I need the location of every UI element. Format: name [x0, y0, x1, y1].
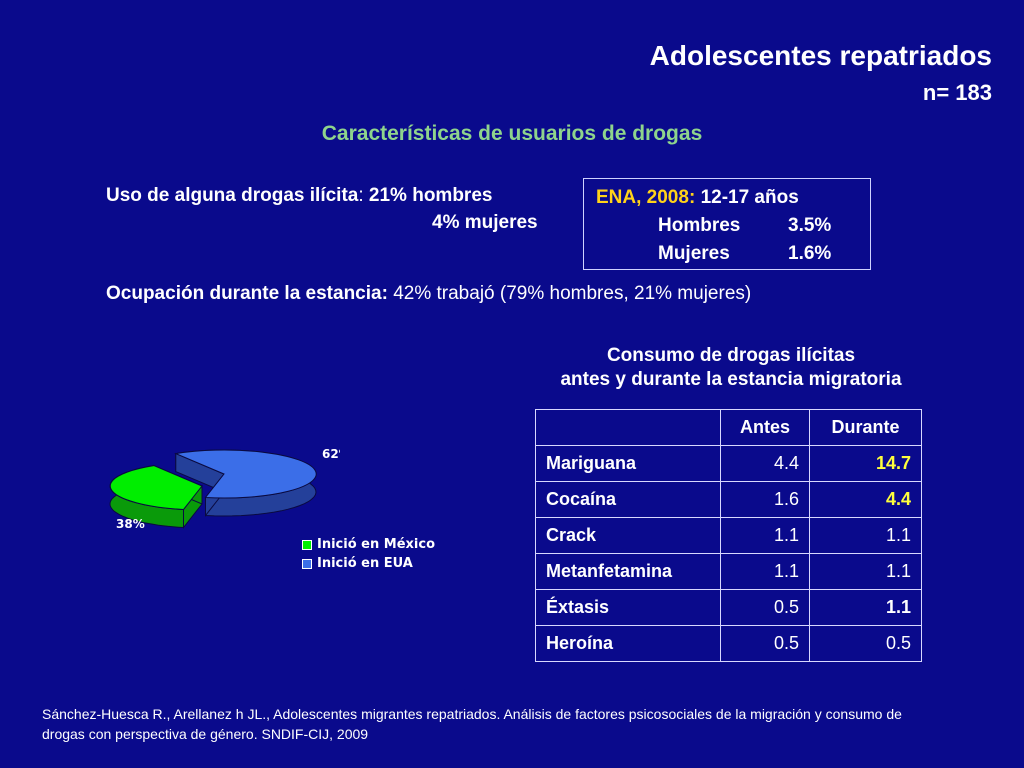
ena-women-label: Mujeres [658, 243, 730, 264]
value-durante: 0.5 [809, 625, 922, 662]
value-durante: 1.1 [809, 553, 922, 590]
citation-line2: drogas con perspectiva de género. SNDIF-… [42, 726, 369, 742]
value-antes: 4.4 [720, 445, 810, 482]
value-antes: 0.5 [720, 589, 810, 626]
drug-use-men: 21% hombres [368, 185, 493, 206]
header-cell-durante: Durante [809, 409, 922, 446]
ena-women-value: 1.6% [788, 243, 832, 264]
drug-use-women: 4% mujeres [432, 212, 538, 233]
value-antes: 1.1 [720, 553, 810, 590]
drug-name: Cocaína [535, 481, 721, 518]
citation-line1: Sánchez-Huesca R., Arellanez h JL., Adol… [42, 706, 902, 722]
table-row: Éxtasis 0.5 1.1 [535, 589, 922, 626]
table-title: Consumo de drogas ilícitas antes y duran… [500, 344, 962, 392]
occupation-label: Ocupación durante la estancia: [106, 283, 388, 304]
ena-men-value: 3.5% [788, 215, 832, 236]
ena-label: ENA, 2008: [596, 187, 696, 208]
table-row: Crack 1.1 1.1 [535, 517, 922, 554]
table-header-row: Antes Durante [535, 409, 922, 446]
value-antes: 1.6 [720, 481, 810, 518]
value-antes: 1.1 [720, 517, 810, 554]
table-title-line2: antes y durante la estancia migratoria [560, 369, 902, 390]
header-cell-antes: Antes [720, 409, 810, 446]
ena-men-label: Hombres [658, 215, 741, 236]
header-cell-empty [535, 409, 721, 446]
occupation-value: 42% trabajó (79% hombres, 21% mujeres) [393, 283, 752, 304]
table-row: Cocaína 1.6 4.4 [535, 481, 922, 518]
citation: Sánchez-Huesca R., Arellanez h JL., Adol… [42, 704, 1002, 744]
table-row: Mariguana 4.4 14.7 [535, 445, 922, 482]
drug-name: Metanfetamina [535, 553, 721, 590]
pie-chart: 38% 62% [109, 447, 340, 531]
table-title-line1: Consumo de drogas ilícitas [606, 345, 856, 366]
legend-label-eua: Inició en EUA [317, 556, 413, 571]
value-antes: 0.5 [720, 625, 810, 662]
drug-use-label: Uso de alguna drogas ilícita [106, 185, 359, 206]
ena-ages: 12-17 años [700, 187, 799, 208]
slide-subtitle: Características de usuarios de drogas [321, 122, 703, 145]
drug-name: Heroína [535, 625, 721, 662]
ena-header: ENA, 2008: 12-17 años [596, 187, 799, 209]
legend-item-mexico: Inició en México [302, 535, 435, 554]
drug-use-line: Uso de alguna drogas ilícita: 21% hombre… [106, 185, 492, 207]
ena-box: ENA, 2008: 12-17 años Hombres 3.5% Mujer… [583, 178, 871, 270]
value-durante: 1.1 [809, 517, 922, 554]
slide-title: Adolescentes repatriados [649, 40, 992, 71]
occupation-line: Ocupación durante la estancia: 42% traba… [106, 283, 751, 305]
drug-name: Mariguana [535, 445, 721, 482]
data-label-mexico: 38% [116, 517, 145, 531]
drug-table: Antes Durante Mariguana 4.4 14.7 Cocaína… [535, 409, 922, 662]
legend-label-mexico: Inició en México [317, 537, 435, 552]
legend-swatch-eua [302, 558, 312, 569]
legend-item-eua: Inició en EUA [302, 554, 435, 573]
value-durante: 1.1 [809, 589, 922, 626]
drug-use-colon: : [358, 185, 369, 206]
pie-slice-mexico [109, 465, 203, 511]
legend-swatch-mexico [302, 539, 312, 550]
table-row: Metanfetamina 1.1 1.1 [535, 553, 922, 590]
table-row: Heroína 0.5 0.5 [535, 625, 922, 662]
pie-slice-eua [174, 449, 317, 499]
sample-size: n= 183 [922, 80, 992, 105]
drug-name: Crack [535, 517, 721, 554]
value-durante: 4.4 [809, 481, 922, 518]
drug-name: Éxtasis [535, 589, 721, 626]
value-durante: 14.7 [809, 445, 922, 482]
pie-legend: Inició en México Inició en EUA [302, 535, 435, 573]
data-label-eua: 62% [322, 447, 340, 461]
